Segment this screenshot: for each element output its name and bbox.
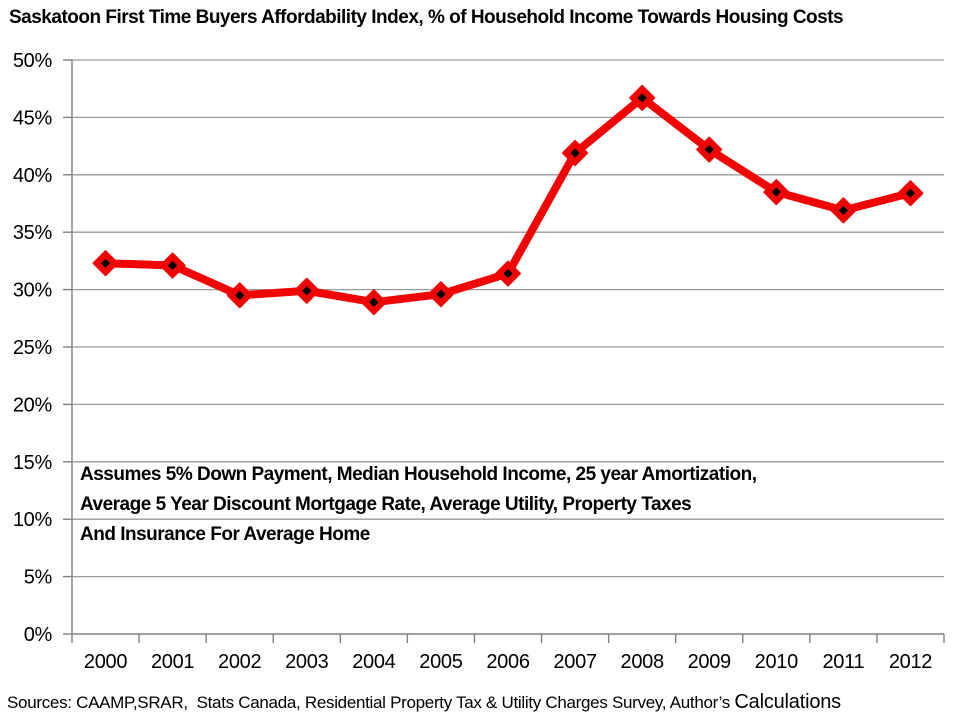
data-point-marker-center xyxy=(436,289,446,299)
assumptions-note-line2: Average 5 Year Discount Mortgage Rate, A… xyxy=(80,494,692,515)
data-point-marker-center xyxy=(369,297,379,307)
y-axis-label: 35% xyxy=(13,222,53,244)
sources-calculations-text: Calculations xyxy=(734,691,841,713)
y-axis-label: 40% xyxy=(13,165,53,187)
data-point-marker-center xyxy=(905,188,916,198)
assumptions-note-line3: And Insurance For Average Home xyxy=(80,524,370,545)
y-axis-label: 0% xyxy=(24,624,53,646)
data-point-marker-center xyxy=(302,286,312,296)
x-axis-label: 2000 xyxy=(84,651,127,673)
data-point-marker-center xyxy=(570,148,580,158)
y-axis-label: 50% xyxy=(13,50,53,72)
y-axis-label: 10% xyxy=(13,509,53,531)
x-axis-label: 2006 xyxy=(486,651,529,673)
x-axis-label: 2011 xyxy=(822,651,864,673)
assumptions-note: Assumes 5% Down Payment, Median Househol… xyxy=(80,460,757,550)
x-axis-label: 2009 xyxy=(688,651,731,673)
chart-title: Saskatoon First Time Buyers Affordabilit… xyxy=(9,7,844,28)
data-point-marker-center xyxy=(771,187,781,197)
data-point-marker-center xyxy=(838,205,848,215)
data-point-marker-center xyxy=(637,93,647,103)
x-axis-label: 2005 xyxy=(419,651,462,673)
x-axis-label: 2010 xyxy=(755,651,798,673)
data-point-marker-center xyxy=(704,144,714,155)
y-axis-label: 30% xyxy=(13,280,53,302)
x-axis-label: 2008 xyxy=(621,651,664,673)
data-point-marker-center xyxy=(235,290,245,300)
x-axis-label: 2007 xyxy=(553,651,596,673)
x-axis-label: 2004 xyxy=(352,651,395,673)
sources-text: Sources: CAAMP,SRAR, Stats Canada, Resid… xyxy=(7,693,735,712)
y-axis-label: 20% xyxy=(13,394,53,416)
data-point-marker-center xyxy=(100,258,111,268)
y-axis-label: 45% xyxy=(13,107,53,129)
sources-note: Sources: CAAMP,SRAR, Stats Canada, Resid… xyxy=(7,691,841,714)
x-axis-label: 2003 xyxy=(285,651,328,673)
x-axis-label: 2001 xyxy=(151,651,194,673)
x-axis-label: 2012 xyxy=(889,651,932,673)
data-point-marker-center xyxy=(168,260,178,271)
data-point-marker-center xyxy=(503,268,513,279)
y-axis-label: 5% xyxy=(24,567,53,589)
y-axis-label: 25% xyxy=(13,337,53,359)
x-axis-label: 2002 xyxy=(218,651,261,673)
assumptions-note-line1: Assumes 5% Down Payment, Median Househol… xyxy=(80,464,757,485)
y-axis-label: 15% xyxy=(13,452,53,474)
